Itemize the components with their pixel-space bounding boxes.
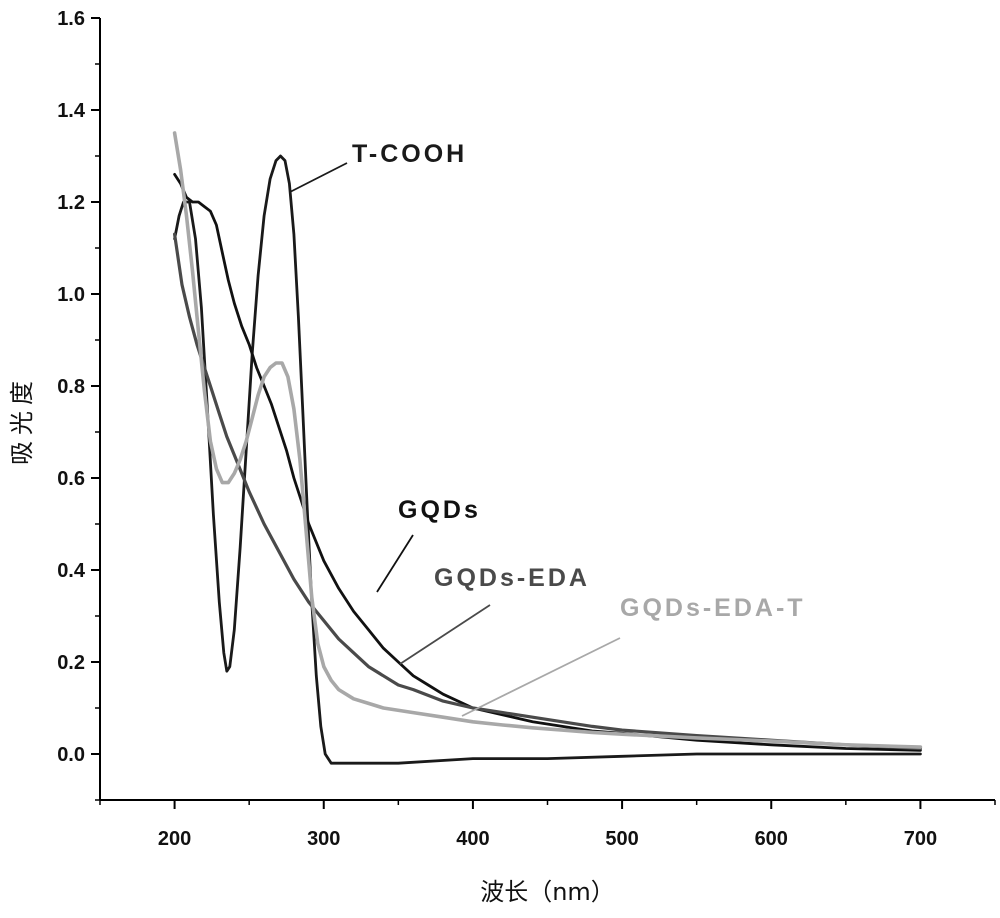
annotation-leader-t-cooh bbox=[290, 163, 347, 192]
x-tick-label: 600 bbox=[755, 828, 788, 850]
y-tick-label: 0.2 bbox=[57, 652, 85, 674]
y-tick-label: 1.0 bbox=[57, 284, 85, 306]
annotation-leader-gqds-eda-t bbox=[462, 638, 620, 716]
y-tick-label: 1.6 bbox=[57, 8, 85, 30]
y-tick-label: 0.8 bbox=[57, 376, 85, 398]
annotation-leader-gqds bbox=[377, 535, 413, 592]
x-tick-label: 500 bbox=[605, 828, 638, 850]
x-tick-label: 300 bbox=[307, 828, 340, 850]
x-tick-label: 200 bbox=[158, 828, 191, 850]
annotation-label-gqds-eda: GQDs-EDA bbox=[434, 564, 590, 592]
y-tick-label: 0.6 bbox=[57, 468, 85, 490]
x-axis-title: 波长（nm） bbox=[480, 878, 615, 906]
y-tick-label: 1.4 bbox=[57, 100, 86, 122]
annotation-label-gqds: GQDs bbox=[398, 496, 481, 524]
series-layer bbox=[175, 133, 921, 763]
annotation-leader-gqds-eda bbox=[400, 605, 490, 664]
series-line-t-cooh bbox=[175, 156, 921, 763]
x-tick-label: 400 bbox=[456, 828, 489, 850]
axis-ticks bbox=[91, 18, 995, 809]
y-axis-title: 吸光度 bbox=[8, 375, 36, 465]
series-line-gqds-eda-t bbox=[175, 133, 921, 747]
y-tick-label: 1.2 bbox=[57, 192, 85, 214]
series-line-gqds bbox=[175, 174, 921, 750]
y-tick-label: 0.4 bbox=[57, 560, 86, 582]
series-line-gqds-eda bbox=[175, 234, 921, 748]
y-tick-label: 0.0 bbox=[57, 744, 85, 766]
plot-frame bbox=[100, 18, 995, 800]
x-tick-label: 700 bbox=[904, 828, 937, 850]
annotation-label-gqds-eda-t: GQDs-EDA-T bbox=[620, 594, 806, 622]
annotation-label-t-cooh: T-COOH bbox=[352, 140, 467, 168]
